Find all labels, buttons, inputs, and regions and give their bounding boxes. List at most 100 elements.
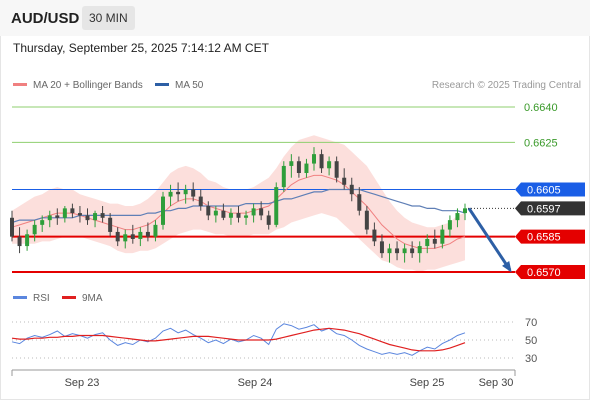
candle-body xyxy=(206,206,211,216)
ma9-swatch xyxy=(62,295,76,299)
candle-body xyxy=(213,210,218,216)
candle-body xyxy=(349,184,354,195)
timeframe-badge[interactable]: 30 MIN xyxy=(82,6,135,30)
candle-body xyxy=(62,208,67,218)
candle-body xyxy=(244,215,249,218)
candle-body xyxy=(17,236,22,247)
candle-body xyxy=(236,213,241,218)
candle-body xyxy=(274,187,279,225)
candle-body xyxy=(168,191,173,197)
candle-body xyxy=(281,165,286,188)
price-badge-0.6605: 0.6605 xyxy=(515,182,585,197)
candle-body xyxy=(115,231,120,242)
rsi-line xyxy=(11,323,466,356)
candle-body xyxy=(93,213,98,221)
candle-body xyxy=(440,229,445,244)
legend-ma50-label: MA 50 xyxy=(175,80,204,91)
legend-9ma-label: 9MA xyxy=(82,293,103,304)
price-badge-text: 0.6585 xyxy=(527,232,561,244)
candle-body xyxy=(32,224,37,235)
candle-body xyxy=(266,215,271,225)
candle-body xyxy=(463,208,467,214)
price-badge-bg xyxy=(515,201,585,216)
forecast-arrowhead xyxy=(502,261,512,273)
candle-body xyxy=(25,234,30,247)
candle-body xyxy=(417,246,422,254)
candle-body xyxy=(402,248,407,254)
price-badge-text: 0.6597 xyxy=(527,203,561,215)
price-badge-bg xyxy=(515,229,585,244)
candle-body xyxy=(334,161,339,178)
chart-datetime: Thursday, September 25, 2025 7:14:12 AM … xyxy=(13,41,269,55)
candle-body xyxy=(296,161,301,173)
candle-body xyxy=(447,220,452,230)
candle-body xyxy=(372,229,377,242)
candle-body xyxy=(432,239,437,244)
legend-rsi-label: RSI xyxy=(33,293,50,304)
candle-body xyxy=(70,208,75,214)
candle-body xyxy=(228,213,233,218)
rsi-tick-50: 50 xyxy=(525,335,537,347)
candle-body xyxy=(289,161,294,166)
rsi-tick-30: 30 xyxy=(525,353,537,365)
candle-body xyxy=(364,210,369,230)
candle-body xyxy=(312,154,316,164)
candle-body xyxy=(47,215,52,221)
candle-body xyxy=(319,154,324,169)
candle-body xyxy=(130,234,135,239)
price-label-0.6625: 0.6625 xyxy=(524,137,558,149)
forecast-arrow xyxy=(467,207,512,271)
candle-body xyxy=(221,210,226,218)
x-tick-label: Sep 25 xyxy=(410,377,445,389)
ma50-swatch xyxy=(155,82,169,86)
candle-body xyxy=(183,189,188,195)
candle-body xyxy=(108,217,113,232)
ma20-swatch xyxy=(13,82,27,86)
symbol-title: AUD/USD xyxy=(11,10,80,27)
rsi-tick-70: 70 xyxy=(525,317,537,329)
price-badge-text: 0.6605 xyxy=(527,185,561,197)
candle-body xyxy=(425,239,430,247)
x-tick-label: Sep 30 xyxy=(479,377,514,389)
legend-ma50: MA 50 xyxy=(155,80,203,92)
credit-text: Research © 2025 Trading Central xyxy=(431,80,581,91)
price-badge-0.6570: 0.6570 xyxy=(515,265,585,279)
candle-body xyxy=(145,231,150,237)
legend-ma20: MA 20 + Bollinger Bands xyxy=(13,80,143,92)
legend-ma20-label: MA 20 + Bollinger Bands xyxy=(33,80,143,91)
legend-9ma: 9MA xyxy=(62,293,103,305)
price-badge-text: 0.6570 xyxy=(527,267,561,279)
candle-body xyxy=(259,208,264,216)
candle-body xyxy=(357,194,362,211)
price-badge-0.6585: 0.6585 xyxy=(515,229,585,244)
rsi-swatch xyxy=(13,295,27,299)
candle-body xyxy=(410,248,415,254)
legend-rsi: RSI xyxy=(13,293,50,305)
candle-body xyxy=(161,196,165,225)
candle-body xyxy=(304,163,309,173)
price-badge-bg xyxy=(515,265,585,279)
candle-body xyxy=(251,208,256,216)
candle-body xyxy=(191,189,196,197)
candle-body xyxy=(77,213,82,216)
candle-body xyxy=(395,248,400,254)
candle-body xyxy=(100,213,105,218)
candle-body xyxy=(40,220,45,225)
candle-body xyxy=(55,215,60,218)
x-tick-label: Sep 24 xyxy=(238,377,273,389)
candle-body xyxy=(198,196,203,206)
candle-body xyxy=(342,177,347,185)
candle-body xyxy=(387,248,392,254)
candle-body xyxy=(176,191,181,195)
candle-body xyxy=(85,215,90,221)
candle-body xyxy=(379,241,384,254)
candle-body xyxy=(138,231,143,239)
candle-body xyxy=(327,161,332,169)
x-tick-label: Sep 23 xyxy=(65,377,100,389)
candle-body xyxy=(455,213,460,221)
candle-body xyxy=(123,234,128,242)
chart-header: AUD/USD 30 MIN xyxy=(0,0,590,36)
rsi-ma-line xyxy=(11,327,466,352)
candle-body xyxy=(153,224,158,237)
